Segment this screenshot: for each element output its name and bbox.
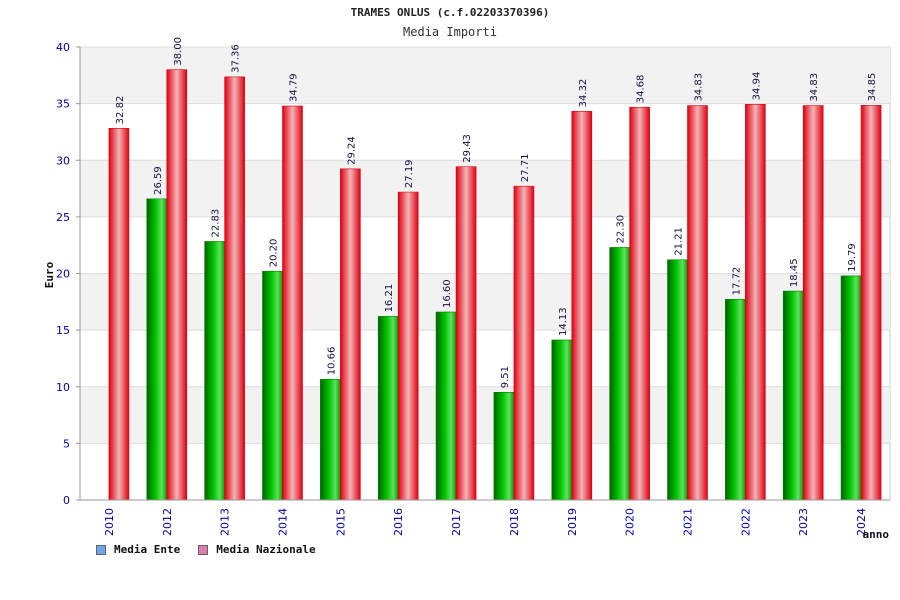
- data-label: 34.79: [289, 73, 300, 102]
- chart-legend: Media Ente Media Nazionale: [96, 543, 316, 556]
- x-tick-label: 2014: [277, 508, 290, 536]
- grid-band: [80, 386, 890, 444]
- x-tick-label: 2017: [450, 508, 463, 536]
- data-label: 34.83: [694, 73, 705, 102]
- bar-media-ente: [725, 299, 746, 501]
- y-tick-label: 15: [56, 324, 70, 337]
- bar-media-nazionale: [513, 185, 535, 501]
- legend-item-media-ente: Media Ente: [96, 543, 180, 556]
- data-label: 37.36: [231, 44, 242, 73]
- data-label: 27.71: [520, 154, 531, 183]
- data-label: 16.21: [384, 284, 395, 313]
- bar-media-nazionale: [629, 106, 650, 501]
- bar-media-ente: [435, 311, 457, 501]
- data-label: 34.32: [578, 79, 589, 108]
- data-label: 19.79: [847, 243, 858, 272]
- y-tick-label: 20: [56, 268, 70, 281]
- bar-media-nazionale: [860, 105, 882, 501]
- x-tick-label: 2010: [103, 508, 116, 536]
- x-tick-label: 2024: [855, 508, 868, 536]
- bar-media-nazionale: [687, 105, 708, 501]
- y-tick-label: 0: [63, 494, 70, 507]
- data-label: 34.83: [809, 73, 820, 102]
- data-label: 34.68: [636, 75, 647, 104]
- data-label: 20.20: [269, 239, 280, 268]
- legend-swatch: [198, 544, 209, 555]
- data-label: 16.60: [442, 279, 453, 308]
- legend-label: Media Ente: [114, 543, 181, 556]
- chart-title: TRAMES ONLUS (c.f.02203370396): [350, 6, 550, 19]
- data-label: 34.85: [867, 73, 878, 102]
- bar-media-nazionale: [802, 105, 824, 501]
- bar-media-ente: [609, 247, 630, 501]
- grid-band: [80, 47, 890, 104]
- x-tick-label: 2012: [161, 508, 174, 536]
- x-tick-label: 2021: [682, 508, 695, 536]
- x-tick-label: 2016: [392, 508, 405, 536]
- bar-media-nazionale: [282, 105, 303, 501]
- y-tick-label: 5: [63, 437, 70, 450]
- bar-media-ente: [262, 270, 283, 501]
- bar-media-nazionale: [455, 166, 477, 501]
- bar-media-ente: [667, 259, 688, 501]
- x-tick-label: 2013: [219, 508, 232, 536]
- data-label: 22.83: [211, 209, 222, 238]
- bar-media-nazionale: [745, 104, 766, 501]
- y-tick-label: 40: [56, 41, 70, 54]
- bar-media-ente: [551, 339, 573, 501]
- data-label: 9.51: [500, 366, 511, 388]
- data-label: 17.72: [731, 267, 742, 296]
- grid-band: [80, 160, 890, 217]
- chart-subtitle: Media Importi: [403, 25, 497, 39]
- legend-swatch: [96, 544, 106, 555]
- data-label: 34.94: [751, 72, 762, 101]
- bar-media-nazionale: [340, 168, 361, 501]
- data-label: 27.19: [404, 159, 415, 188]
- bar-media-ente: [320, 378, 341, 501]
- legend-item-media-nazionale: Media Nazionale: [198, 543, 316, 556]
- x-tick-label: 2022: [739, 508, 752, 536]
- bar-media-ente: [493, 391, 515, 501]
- x-tick-label: 2020: [624, 508, 637, 536]
- data-label: 22.30: [616, 215, 627, 244]
- bar-media-ente: [377, 316, 399, 501]
- grid-band: [80, 273, 890, 331]
- y-tick-label: 10: [56, 381, 70, 394]
- x-tick-label: 2015: [334, 508, 347, 536]
- bar-media-nazionale: [397, 191, 419, 501]
- bar-media-ente: [204, 241, 225, 501]
- bar-media-nazionale: [571, 111, 593, 501]
- data-label: 21.21: [674, 227, 685, 256]
- y-tick-label: 30: [56, 154, 70, 167]
- data-label: 18.45: [789, 258, 800, 287]
- bar-media-ente: [146, 198, 168, 501]
- data-label: 10.66: [326, 347, 337, 376]
- data-label: 32.82: [115, 96, 126, 125]
- x-axis-label: anno: [863, 528, 890, 541]
- legend-label: Media Nazionale: [216, 543, 316, 556]
- bar-media-nazionale: [108, 128, 130, 501]
- bar-media-nazionale: [224, 76, 245, 501]
- x-tick-label: 2023: [797, 508, 810, 536]
- data-label: 29.43: [462, 134, 473, 163]
- y-tick-label: 35: [56, 98, 70, 111]
- data-label: 26.59: [153, 166, 164, 195]
- data-label: 38.00: [173, 37, 184, 66]
- y-axis-label: Euro: [43, 261, 56, 288]
- bar-media-ente: [840, 275, 862, 501]
- bar-media-ente: [782, 290, 804, 501]
- data-label: 14.13: [558, 307, 569, 336]
- y-tick-label: 25: [56, 211, 70, 224]
- bar-media-nazionale: [166, 69, 188, 501]
- x-tick-label: 2019: [566, 508, 579, 536]
- x-tick-label: 2018: [508, 508, 521, 536]
- data-label: 29.24: [346, 136, 357, 165]
